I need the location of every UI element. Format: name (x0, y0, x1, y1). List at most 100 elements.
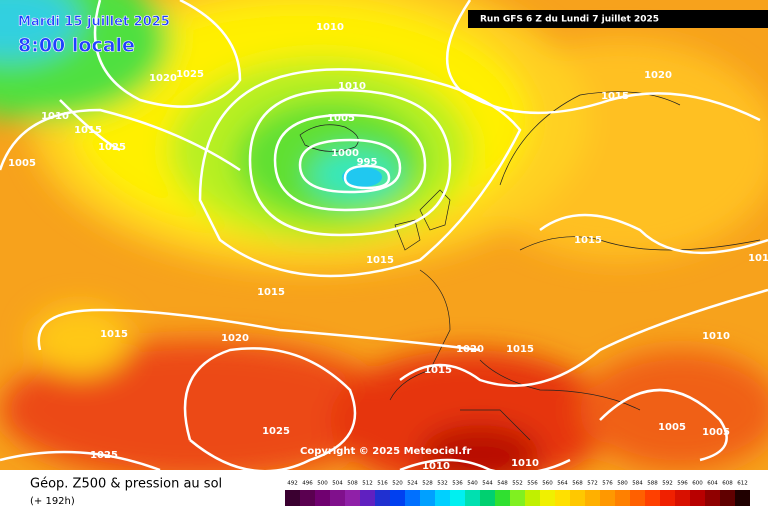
isobar-label: 1015 (424, 365, 452, 376)
scale-swatch (375, 490, 390, 506)
isobar-label: 1000 (331, 148, 359, 159)
isobar-label: 1015 (601, 91, 629, 102)
scale-label: 552 (512, 481, 523, 487)
scale-label: 564 (557, 481, 568, 487)
scale-label: 496 (302, 481, 313, 487)
scale-label: 576 (602, 481, 613, 487)
scale-swatch (570, 490, 585, 506)
scale-swatch (480, 490, 495, 506)
scale-swatch (405, 490, 420, 506)
scale-swatch (345, 490, 360, 506)
scale-swatch (315, 490, 330, 506)
scale-label: 612 (737, 481, 748, 487)
scale-label: 592 (662, 481, 673, 487)
isobar-label: 1015 (100, 329, 128, 340)
isobar-label: 1010 (422, 461, 450, 472)
scale-swatch (420, 490, 435, 506)
scale-label: 584 (632, 481, 643, 487)
scale-swatch (510, 490, 525, 506)
scale-label: 596 (677, 481, 688, 487)
legend-title: Géop. Z500 & pression au sol (30, 477, 222, 492)
scale-swatch (645, 490, 660, 506)
scale-swatch (600, 490, 615, 506)
scale-label: 532 (437, 481, 448, 487)
scale-label: 560 (542, 481, 553, 487)
isobar-label: 1005 (658, 422, 686, 433)
scale-swatch (540, 490, 555, 506)
scale-swatch (450, 490, 465, 506)
scale-label: 508 (347, 481, 358, 487)
scale-swatch (555, 490, 570, 506)
isobar-label: 1010 (41, 111, 69, 122)
scale-label: 528 (422, 481, 433, 487)
map-subtitle: 8:00 locale (18, 35, 135, 57)
scale-label: 504 (332, 481, 343, 487)
scale-swatch (630, 490, 645, 506)
isobar-label: 1015 (366, 255, 394, 266)
scale-swatch (585, 490, 600, 506)
scale-label: 572 (587, 481, 598, 487)
map-field (0, 0, 768, 470)
isobar-label: 1005 (702, 427, 730, 438)
scale-label: 516 (377, 481, 388, 487)
copyright: Copyright © 2025 Meteociel.fr (300, 446, 471, 457)
map-title: Mardi 15 juillet 2025 (18, 15, 170, 30)
scale-swatch (360, 490, 375, 506)
isobar-label: 1010 (511, 458, 539, 469)
isobar-label: 1005 (327, 113, 355, 124)
scale-label: 512 (362, 481, 373, 487)
isobar-label: 1025 (90, 450, 118, 461)
isobar-label: 1015 (74, 125, 102, 136)
scale-swatch (660, 490, 675, 506)
scale-label: 548 (497, 481, 508, 487)
scale-label: 536 (452, 481, 463, 487)
isobar-label: 1010 (748, 253, 768, 264)
color-scale: 492 496 500 504 508 512 516 520 524 528 532 536 540 5… (285, 481, 750, 506)
scale-label: 540 (467, 481, 478, 487)
scale-label: 588 (647, 481, 658, 487)
isobar-label: 1020 (456, 344, 484, 355)
isobar-label: 1015 (506, 344, 534, 355)
scale-label: 556 (527, 481, 538, 487)
scale-swatch (495, 490, 510, 506)
scale-label: 600 (692, 481, 703, 487)
isobar-label: 1020 (644, 70, 672, 81)
scale-swatch (525, 490, 540, 506)
scale-swatch (675, 490, 690, 506)
isobar-label: 1010 (338, 81, 366, 92)
isobar-label: 1005 (8, 158, 36, 169)
scale-swatch (330, 490, 345, 506)
scale-swatch (435, 490, 450, 506)
isobar-label: 1010 (702, 331, 730, 342)
run-text: Run GFS 6 Z du Lundi 7 juillet 2025 (480, 15, 659, 25)
scale-swatch (300, 490, 315, 506)
isobar-label: 1020 (221, 333, 249, 344)
scale-label: 492 (287, 481, 298, 487)
scale-label: 544 (482, 481, 493, 487)
scale-label: 524 (407, 481, 418, 487)
isobar-label: 1025 (176, 69, 204, 80)
scale-swatch (615, 490, 630, 506)
scale-label: 604 (707, 481, 718, 487)
isobar-label: 1010 (316, 22, 344, 33)
scale-label: 580 (617, 481, 628, 487)
isobar-label: 1015 (257, 287, 285, 298)
legend-subtitle: (+ 192h) (30, 496, 75, 507)
isobar-label: 1025 (98, 142, 126, 153)
scale-label: 520 (392, 481, 403, 487)
isobar-label: 1020 (149, 73, 177, 84)
scale-swatch (285, 490, 300, 506)
scale-label: 500 (317, 481, 328, 487)
isobar-label: 1025 (262, 426, 290, 437)
scale-swatch (390, 490, 405, 506)
isobar-label: 1015 (574, 235, 602, 246)
run-banner (468, 10, 768, 28)
scale-swatch (705, 490, 720, 506)
scale-swatch (735, 490, 750, 506)
scale-label: 568 (572, 481, 583, 487)
scale-swatch (690, 490, 705, 506)
scale-swatch (465, 490, 480, 506)
scale-label: 608 (722, 481, 733, 487)
